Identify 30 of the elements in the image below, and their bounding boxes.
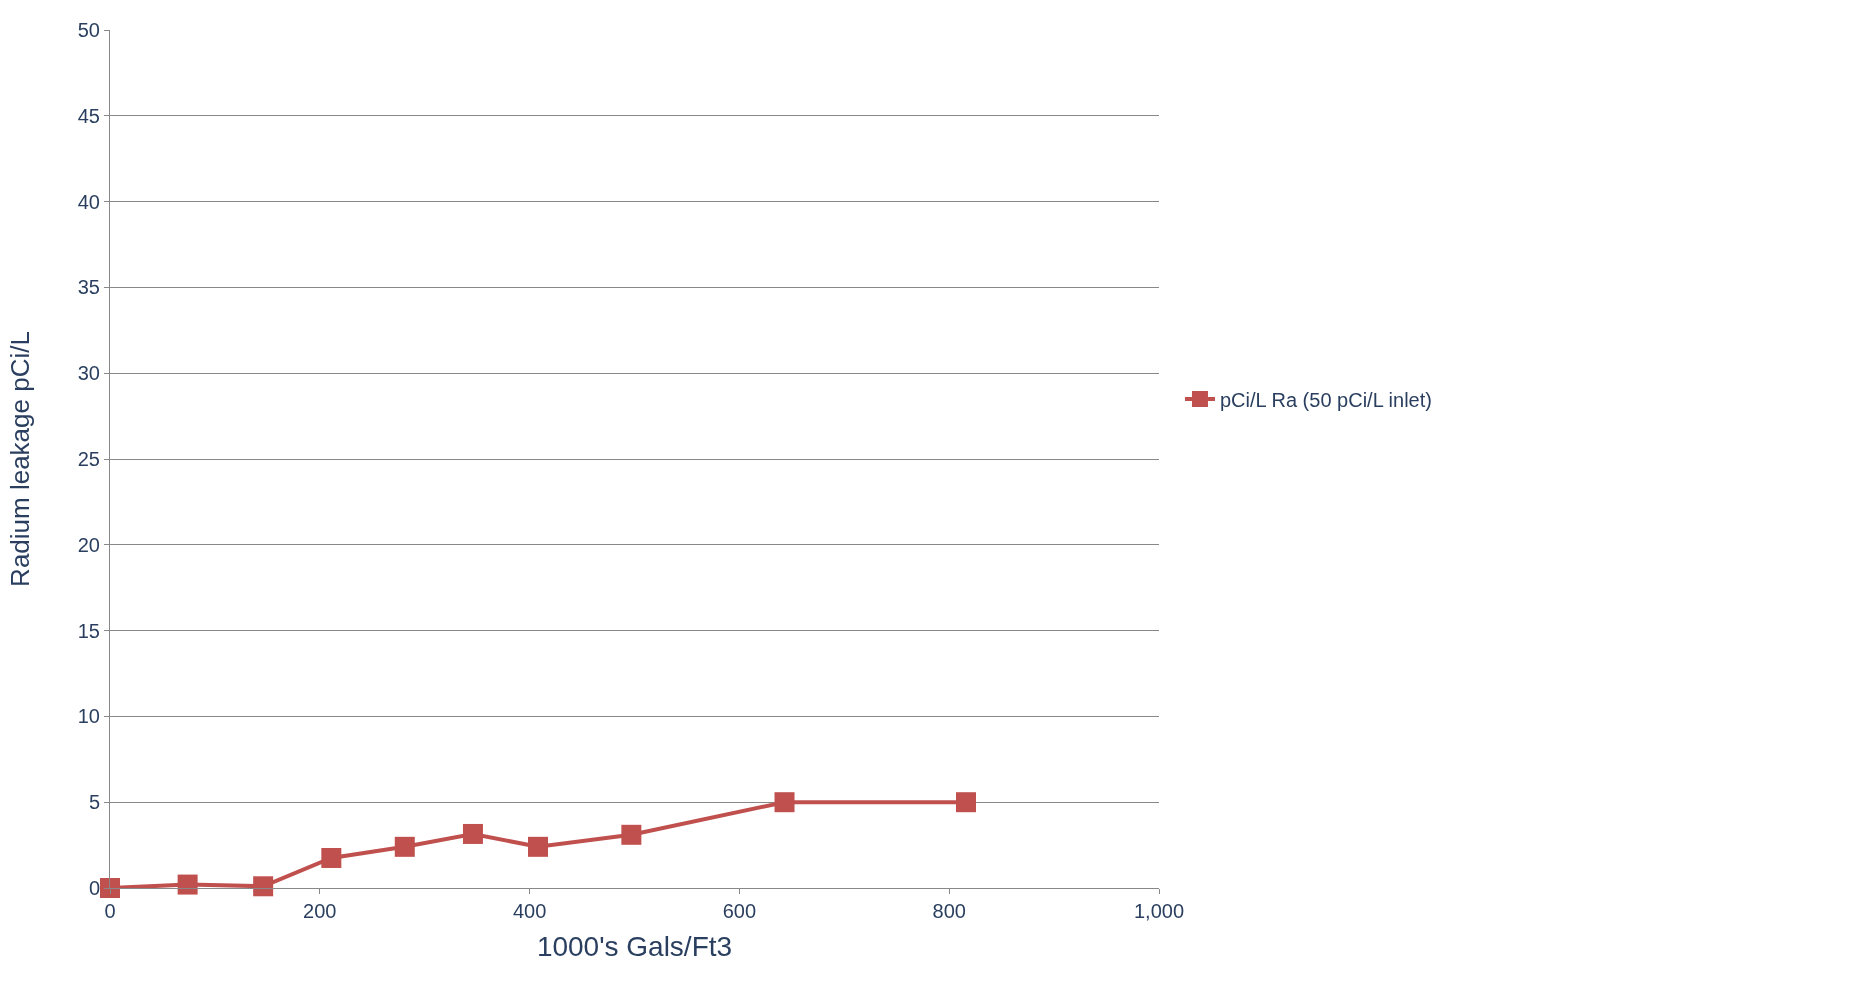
y-tick-label: 10 [77,705,100,728]
x-tick-label: 200 [303,900,337,922]
y-tick-label: 30 [77,362,100,385]
x-axis-title: 1000's Gals/Ft3 [536,931,733,963]
y-tick-label: 35 [77,276,100,299]
point [321,847,342,868]
point [177,874,198,895]
y-tick-label: 45 [77,104,100,127]
point [100,878,120,898]
point [394,836,415,857]
x-tick-label: 800 [932,900,966,922]
point [253,876,274,897]
y-tick-label: 40 [77,190,100,213]
x-tick-label: 0 [104,900,116,922]
point [462,823,483,844]
x-tick-label: 600 [722,900,757,922]
x-tick-label: 400 [512,900,547,922]
y-tick-label: 5 [88,791,100,814]
x-tick-label: 1,000 [1133,900,1185,922]
point [527,836,548,857]
y-tick-label: 15 [77,619,100,642]
y-tick-label: 25 [77,448,100,470]
y-tick-label: 20 [77,533,100,556]
y-tick-label: 50 [77,19,100,41]
y-tick-label: 0 [88,877,100,899]
point [955,792,976,813]
legend-label: pCi/L Ra (50 pCi/L inlet) [1219,388,1432,411]
point [621,824,642,845]
y-axis-title: Radium leakage pCi/L [5,331,36,587]
point [774,792,795,813]
